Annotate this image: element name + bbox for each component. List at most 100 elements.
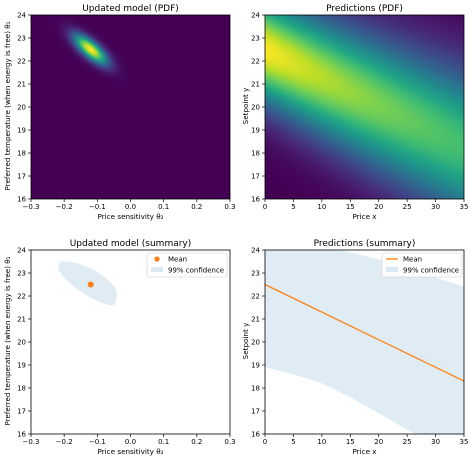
x-tick-label: 35 <box>460 438 469 446</box>
legend-mean-marker <box>154 256 160 262</box>
y-tick-label: 24 <box>251 12 260 20</box>
x-tick-label: 0 <box>263 438 267 446</box>
y-tick-label: 21 <box>251 316 260 324</box>
y-axis-label: Setpoint y <box>241 87 250 124</box>
x-tick-label: 20 <box>374 203 383 211</box>
plot-frame <box>30 249 231 435</box>
y-tick-label: 24 <box>17 12 26 20</box>
panel-predictions-pdf: Predictions (PDF) Price x Setpoint y 0 5 1… <box>241 4 468 221</box>
y-tick-label: 22 <box>17 293 26 301</box>
axis-ticks: −0.3 −0.2 −0.1 0.0 0.1 0.2 0.3 16 17 18 19 20 21 22 23… <box>17 247 235 447</box>
x-tick-label: −0.1 <box>89 438 106 446</box>
x-tick-label: −0.2 <box>56 438 73 446</box>
y-tick-label: 17 <box>251 408 260 416</box>
x-tick-label: 5 <box>291 438 295 446</box>
legend-box <box>146 252 228 278</box>
x-tick-label: −0.3 <box>23 438 40 446</box>
x-tick-label: 0.3 <box>224 438 235 446</box>
axis-ticks: −0.3 −0.2 −0.1 0.0 0.1 0.2 0.3 16 17 18 19 20 21 22 23… <box>17 12 235 212</box>
panel-updated-model-pdf: Updated model (PDF) Price sensitivity θ₂… <box>3 4 236 221</box>
y-tick-label: 22 <box>17 58 26 66</box>
plot-frame <box>264 249 465 435</box>
y-tick-label: 20 <box>251 104 260 112</box>
y-tick-label: 18 <box>17 385 26 393</box>
legend-confidence-swatch <box>151 267 163 272</box>
y-tick-label: 20 <box>17 339 26 347</box>
x-axis-label: Price x <box>352 212 377 221</box>
x-axis-label: Price sensitivity θ₂ <box>98 447 164 456</box>
x-tick-label: 10 <box>317 203 326 211</box>
legend: Mean 99% confidence <box>381 252 463 278</box>
y-tick-label: 23 <box>17 270 26 278</box>
plot-background <box>31 250 230 434</box>
x-axis-label: Price x <box>352 447 377 456</box>
y-tick-label: 16 <box>251 196 260 204</box>
y-tick-label: 16 <box>17 431 26 439</box>
y-tick-label: 21 <box>17 81 26 89</box>
y-tick-label: 23 <box>17 35 26 43</box>
pdf-heatmap <box>265 15 464 199</box>
y-tick-label: 16 <box>251 431 260 439</box>
y-tick-label: 19 <box>17 362 26 370</box>
axis-ticks: 0 5 10 15 20 25 30 35 16 17 18 19 20 21 22 23 24 <box>251 247 468 447</box>
confidence-ellipse <box>58 261 117 306</box>
y-tick-label: 23 <box>251 270 260 278</box>
mean-point <box>87 281 94 288</box>
y-tick-label: 24 <box>251 247 260 255</box>
y-tick-label: 18 <box>251 385 260 393</box>
y-axis-label: Setpoint y <box>241 322 250 359</box>
panel-title: Predictions (PDF) <box>326 4 403 14</box>
y-tick-label: 18 <box>17 150 26 158</box>
x-tick-label: 35 <box>460 203 469 211</box>
x-tick-label: 30 <box>431 203 440 211</box>
x-tick-label: 5 <box>291 203 295 211</box>
y-tick-label: 23 <box>251 35 260 43</box>
legend-mean-label: Mean <box>168 256 187 264</box>
x-tick-label: 0.2 <box>191 203 202 211</box>
legend-confidence-label: 99% confidence <box>168 267 224 275</box>
confidence-band <box>265 250 464 434</box>
y-tick-label: 21 <box>17 316 26 324</box>
y-tick-label: 17 <box>17 408 26 416</box>
x-tick-label: 10 <box>317 438 326 446</box>
y-tick-label: 21 <box>251 81 260 89</box>
plot-frame <box>264 14 465 200</box>
legend: Mean 99% confidence <box>146 252 228 278</box>
y-tick-label: 17 <box>17 173 26 181</box>
mean-line <box>265 283 464 382</box>
panel-title: Updated model (summary) <box>70 239 192 249</box>
y-axis-label: Preferred temperature (when energy is fr… <box>3 256 12 425</box>
x-tick-label: 0.1 <box>158 438 169 446</box>
x-tick-label: 15 <box>346 203 355 211</box>
y-tick-label: 16 <box>17 196 26 204</box>
axis-ticks: 0 5 10 15 20 25 30 35 16 17 18 19 20 21 22 23 24 <box>251 12 468 212</box>
x-tick-label: −0.1 <box>89 203 106 211</box>
panel-title: Predictions (summary) <box>314 239 416 249</box>
x-tick-label: −0.2 <box>56 203 73 211</box>
y-tick-label: 22 <box>251 58 260 66</box>
y-axis-label: Preferred temperature (when energy is fr… <box>3 21 12 190</box>
x-tick-label: 0.2 <box>191 438 202 446</box>
panel-title: Updated model (PDF) <box>82 4 179 14</box>
y-tick-label: 20 <box>17 104 26 112</box>
x-tick-label: 30 <box>431 438 440 446</box>
x-tick-label: 0 <box>263 203 267 211</box>
x-axis-label: Price sensitivity θ₂ <box>98 212 164 221</box>
legend-confidence-swatch <box>386 267 398 272</box>
x-tick-label: 25 <box>403 203 412 211</box>
x-tick-label: −0.3 <box>23 203 40 211</box>
pdf-heatmap <box>31 15 230 199</box>
x-tick-label: 0.0 <box>125 203 136 211</box>
y-tick-label: 19 <box>251 362 260 370</box>
panel-predictions-summary: Predictions (summary) Price x Setpoint y… <box>241 239 468 456</box>
y-tick-label: 24 <box>17 247 26 255</box>
x-tick-label: 15 <box>346 438 355 446</box>
legend-confidence-label: 99% confidence <box>403 267 459 275</box>
y-tick-label: 18 <box>251 150 260 158</box>
x-tick-label: 25 <box>403 438 412 446</box>
x-tick-label: 20 <box>374 438 383 446</box>
legend-mean-label: Mean <box>403 256 422 264</box>
x-tick-label: 0.3 <box>224 203 235 211</box>
y-tick-label: 20 <box>251 339 260 347</box>
